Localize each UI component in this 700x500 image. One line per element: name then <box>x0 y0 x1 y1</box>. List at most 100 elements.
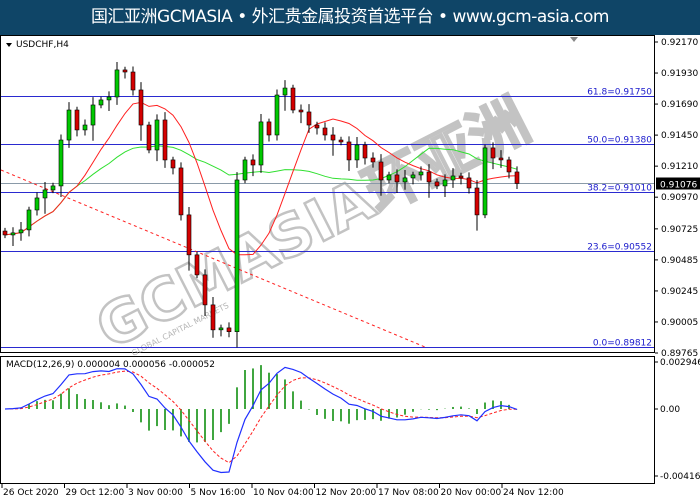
candle-body <box>450 175 456 181</box>
candle-body <box>314 124 320 129</box>
candle-body <box>458 175 464 179</box>
candle-body <box>186 214 192 256</box>
candle-body <box>42 189 48 199</box>
candle-body <box>426 171 432 183</box>
candle-body <box>154 119 160 151</box>
macd-label: MACD(12,26,9) 0.000004 0.000056 -0.00005… <box>6 360 215 370</box>
candle-body <box>330 134 336 141</box>
trendline <box>0 169 426 348</box>
ma-fast-line <box>4 101 518 256</box>
candle-body <box>10 232 16 236</box>
candle-body <box>474 187 480 216</box>
candle-body <box>138 89 144 126</box>
price-tick-label: 0.90245 <box>661 287 698 297</box>
candle-body <box>274 94 280 136</box>
candle-body <box>242 159 248 181</box>
candle-body <box>250 159 256 166</box>
macd-panel <box>0 356 655 484</box>
current-price-badge <box>656 177 700 190</box>
candle-body <box>106 96 112 101</box>
current-price-label: 0.91076 <box>660 181 697 191</box>
candle-body <box>322 127 328 136</box>
candle-body <box>402 177 408 183</box>
fib-label: 0.0=0.89812 <box>593 339 652 349</box>
candle-body <box>410 174 416 179</box>
candle-body <box>482 147 488 216</box>
time-tick-label: 12 Nov 20:00 <box>316 488 377 498</box>
candle-body <box>146 124 152 151</box>
candle-body <box>218 327 224 331</box>
candle-body <box>18 229 24 234</box>
macd-main-line <box>4 366 518 474</box>
price-tick-label: 0.90725 <box>661 225 698 235</box>
candle-body <box>98 99 104 106</box>
candle-body <box>258 121 264 166</box>
candle-body <box>514 171 520 184</box>
candle-body <box>490 147 496 159</box>
price-tick-label: 0.91210 <box>661 162 698 172</box>
fib-label: 50.0=0.91380 <box>587 136 652 146</box>
candle-body <box>194 254 200 276</box>
candle-body <box>290 87 296 111</box>
candle-body <box>74 109 80 131</box>
price-tick-label: 0.89765 <box>661 349 698 359</box>
candle-body <box>130 71 136 91</box>
symbol-label: USDCHF,H4 <box>16 40 69 50</box>
candle-body <box>226 327 232 332</box>
time-tick-label: 3 Nov 00:00 <box>128 488 183 498</box>
macd-tick-label: 0.00 <box>660 405 680 415</box>
candle-body <box>362 144 368 159</box>
candle-body <box>346 141 352 161</box>
candle-body <box>282 87 288 96</box>
time-tick-label: 10 Nov 04:00 <box>253 488 314 498</box>
candle-body <box>34 197 40 211</box>
candle-body <box>66 109 72 141</box>
candle-body <box>162 119 168 161</box>
candle-body <box>178 167 184 216</box>
candle-body <box>210 304 216 331</box>
candle-body <box>170 159 176 169</box>
fib-label: 23.6=0.90552 <box>587 243 652 253</box>
price-tick-label: 0.90485 <box>661 256 698 266</box>
candle-body <box>90 104 96 126</box>
time-tick-label: 20 Nov 00:00 <box>441 488 502 498</box>
candle-body <box>506 159 512 173</box>
shift-marker-icon <box>570 37 578 42</box>
fib-label: 61.8=0.91750 <box>587 88 652 98</box>
price-tick-label: 0.90970 <box>661 193 698 203</box>
time-tick-label: 26 Oct 2020 <box>3 488 59 498</box>
price-tick-label: 0.91930 <box>661 69 698 79</box>
candle-body <box>338 139 344 143</box>
price-tick-label: 0.92170 <box>661 38 698 48</box>
time-tick-label: 5 Nov 16:00 <box>191 488 246 498</box>
candle-body <box>378 161 384 181</box>
candle-body <box>266 121 272 136</box>
candle-body <box>394 174 400 183</box>
candle-body <box>82 124 88 131</box>
candle-body <box>418 171 424 176</box>
candle-body <box>354 144 360 161</box>
candle-body <box>466 177 472 189</box>
candle-body <box>122 69 128 73</box>
candle-body <box>114 69 120 98</box>
candle-body <box>50 185 56 191</box>
candle-body <box>386 174 392 181</box>
main-panel <box>0 35 655 353</box>
candle-body <box>498 157 504 161</box>
banner: 国汇亚洲GCMASIA • 外汇贵金属投资首选平台 • www.gcm-asia… <box>0 0 700 35</box>
macd-tick-label: 0.002946 <box>660 358 700 368</box>
time-tick-label: 24 Nov 12:00 <box>503 488 564 498</box>
candle-body <box>298 109 304 113</box>
candle-body <box>434 181 440 187</box>
price-tick-label: 0.90005 <box>661 318 698 328</box>
macd-tick-label: -0.004163 <box>660 472 700 482</box>
candle-body <box>26 209 32 231</box>
dropdown-triangle-icon[interactable] <box>6 43 12 47</box>
candle-body <box>58 139 64 187</box>
time-tick-label: 29 Oct 12:00 <box>66 488 125 498</box>
candle-body <box>370 157 376 163</box>
candle-body <box>442 179 448 187</box>
time-tick-label: 17 Nov 08:00 <box>378 488 439 498</box>
candle-body <box>306 111 312 126</box>
